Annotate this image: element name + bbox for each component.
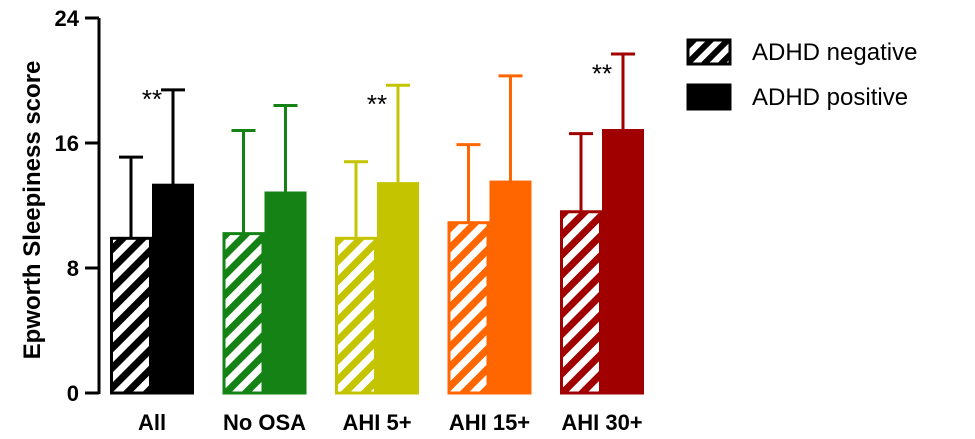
bars (110, 52, 644, 395)
y-tick-label: 0 (67, 381, 79, 406)
significance-marker: ** (367, 89, 387, 119)
bar-adhd-negative (335, 236, 377, 395)
bar-adhd-positive (377, 182, 419, 395)
x-tick-label: AHI 15+ (449, 410, 530, 435)
bar-adhd-negative (560, 210, 602, 395)
significance-marker: ** (592, 59, 612, 89)
y-tick-label: 24 (55, 6, 80, 31)
y-tick-label: 8 (67, 256, 79, 281)
bar-adhd-positive (152, 183, 194, 395)
significance-markers: ** ** ** (142, 59, 612, 119)
x-tick-label: All (138, 410, 166, 435)
legend: ADHD negative ADHD positive (686, 38, 917, 111)
legend-label: ADHD negative (752, 39, 917, 66)
x-axis-labels: All No OSA AHI 5+ AHI 15+ AHI 30+ (138, 410, 643, 435)
bar-adhd-positive (264, 191, 307, 395)
y-axis: 0 8 16 24 (55, 6, 101, 406)
bar-adhd-negative (222, 232, 265, 395)
x-tick-label: No OSA (223, 410, 306, 435)
y-tick-label: 16 (55, 131, 79, 156)
y-axis-title: Epworth Sleepiness score (19, 61, 46, 360)
legend-swatch (686, 83, 732, 111)
bar-adhd-negative (110, 236, 152, 395)
bar-adhd-positive (602, 129, 644, 395)
legend-swatch (686, 38, 732, 66)
bar-adhd-negative (447, 221, 490, 395)
significance-marker: ** (142, 84, 162, 114)
legend-label: ADHD positive (752, 84, 908, 111)
bar-adhd-positive (489, 180, 532, 395)
x-tick-label: AHI 30+ (561, 410, 642, 435)
x-tick-label: AHI 5+ (342, 410, 411, 435)
